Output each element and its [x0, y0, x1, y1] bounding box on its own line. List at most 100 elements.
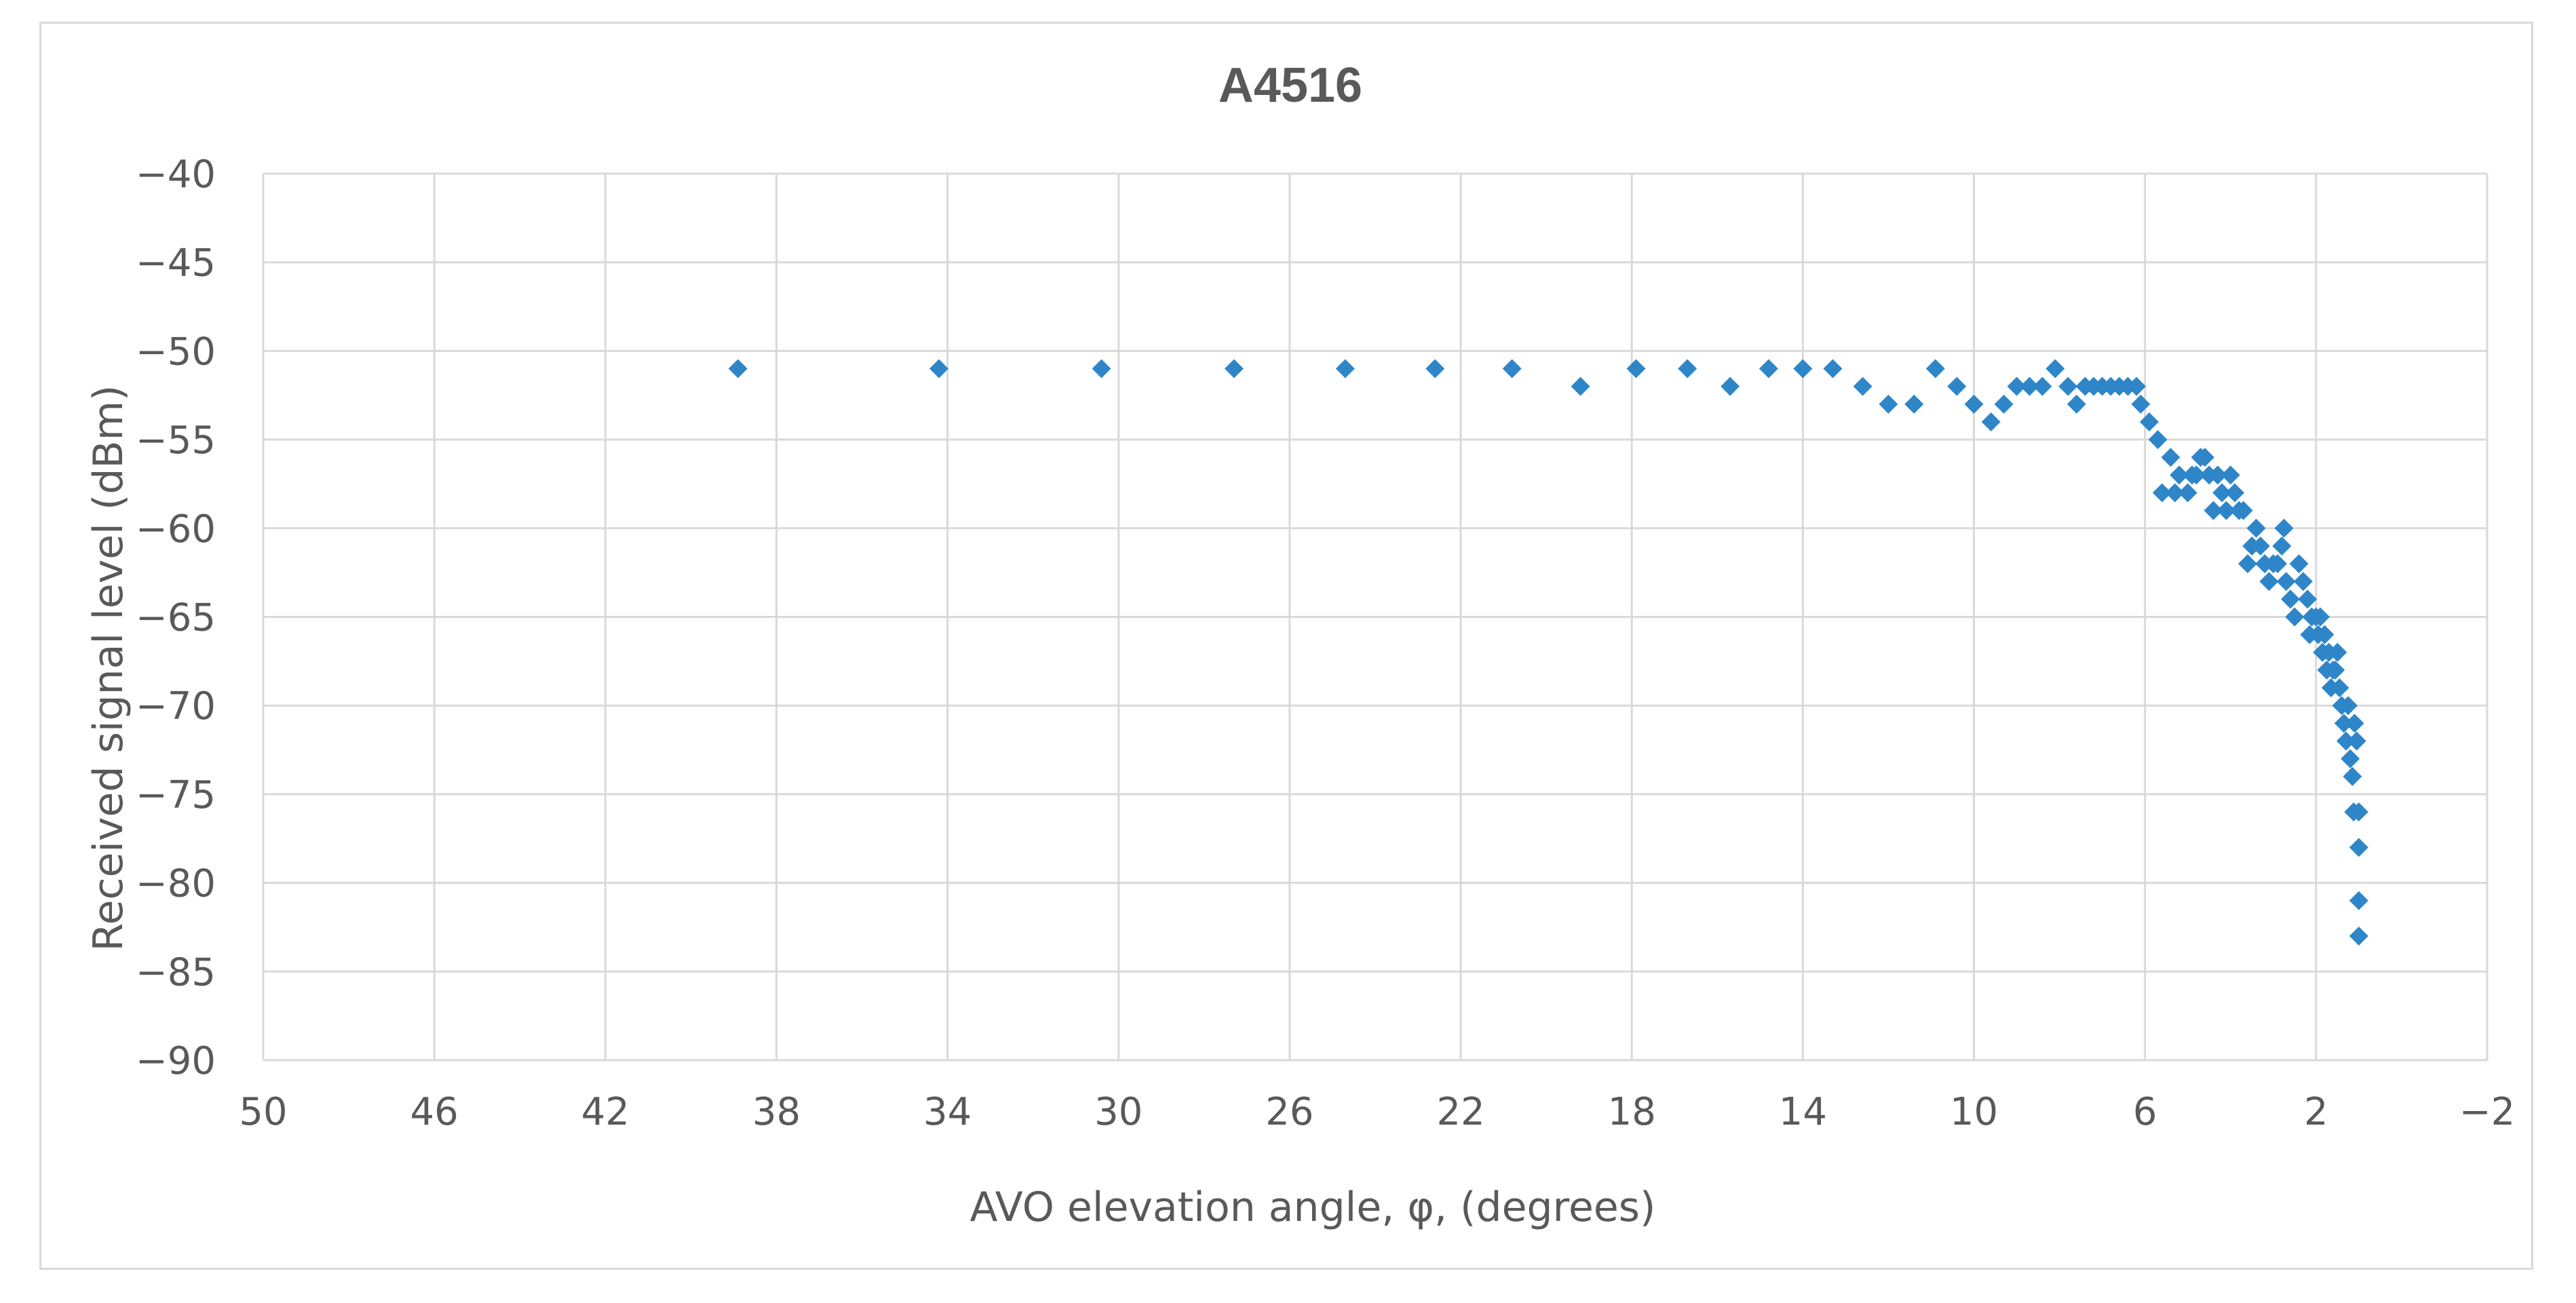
y-tick-label: −75	[136, 773, 216, 817]
data-point	[1947, 376, 1967, 396]
horizontal-gridlines	[263, 172, 2487, 1062]
data-point	[1678, 359, 1697, 378]
data-point	[2131, 394, 2151, 414]
data-point	[1335, 359, 1355, 378]
data-point	[2148, 430, 2168, 450]
data-point	[728, 359, 748, 378]
data-point	[1879, 394, 1898, 414]
data-point	[929, 359, 949, 378]
x-axis-label: AVO elevation angle, φ, (degrees)	[970, 1184, 1656, 1231]
x-tick-label: 26	[1265, 1090, 1313, 1134]
data-point	[2058, 376, 2078, 396]
data-point	[2272, 536, 2292, 556]
data-series	[728, 359, 2368, 946]
x-tick-label: 14	[1779, 1090, 1827, 1134]
y-tick-label: −90	[136, 1039, 216, 1083]
data-point	[2349, 838, 2368, 857]
data-point	[1964, 394, 1984, 414]
data-point	[1425, 359, 1445, 378]
data-point	[2268, 554, 2288, 574]
x-tick-label: 18	[1608, 1090, 1656, 1134]
y-tick-label: −55	[136, 419, 216, 463]
data-point	[2276, 572, 2296, 591]
data-point	[2212, 483, 2232, 503]
x-tick-label: 10	[1950, 1090, 1998, 1134]
data-point	[1758, 359, 1778, 378]
data-point	[2246, 518, 2266, 538]
x-tick-label: 46	[410, 1090, 459, 1134]
data-point	[1823, 359, 1843, 378]
y-tick-label: −45	[136, 241, 216, 286]
data-point	[2187, 465, 2206, 485]
data-point	[2347, 731, 2366, 751]
data-point	[2343, 766, 2362, 786]
data-point	[2221, 465, 2240, 485]
data-point	[2289, 554, 2309, 574]
x-tick-label: −2	[2459, 1090, 2516, 1134]
data-point	[2326, 660, 2345, 680]
x-tick-label: 30	[1094, 1090, 1142, 1134]
x-axis-ticks: 50 46 42 38 34 30 26 22 18 14 10 6 2 −2	[239, 1090, 2515, 1134]
data-point	[2250, 536, 2270, 556]
data-point	[2195, 448, 2214, 467]
data-point	[2311, 607, 2330, 627]
y-tick-label: −80	[136, 862, 216, 906]
data-point	[1994, 394, 2014, 414]
data-point	[2178, 483, 2197, 503]
x-tick-label: 38	[752, 1090, 801, 1134]
x-tick-label: 42	[581, 1090, 630, 1134]
data-point	[2330, 678, 2349, 698]
data-point	[1224, 359, 1244, 378]
x-tick-label: 2	[2304, 1090, 2328, 1134]
data-point	[2045, 359, 2065, 378]
x-tick-label: 6	[2133, 1090, 2157, 1134]
data-point	[1925, 359, 1945, 378]
data-point	[1502, 359, 1522, 378]
y-tick-label: −60	[136, 507, 216, 551]
data-point	[1092, 359, 1111, 378]
y-tick-label: −50	[136, 330, 216, 374]
y-tick-label: −40	[136, 153, 216, 197]
data-point	[2349, 927, 2368, 946]
y-tick-label: −85	[136, 950, 216, 994]
data-point	[1571, 376, 1590, 396]
data-point	[2170, 465, 2189, 485]
data-point	[2281, 589, 2301, 609]
data-point	[2204, 501, 2223, 520]
data-point	[2298, 589, 2318, 609]
data-point	[2208, 465, 2227, 485]
data-point	[2274, 518, 2294, 538]
data-point	[2165, 483, 2185, 503]
data-point	[1626, 359, 1646, 378]
data-point	[2007, 376, 2026, 396]
chart-title: A4516	[1218, 58, 1362, 113]
data-point	[1904, 394, 1924, 414]
data-point	[2139, 412, 2159, 431]
data-point	[2233, 501, 2253, 520]
data-point	[2225, 483, 2245, 503]
data-point	[1720, 376, 1740, 396]
y-axis-ticks: −40 −45 −50 −55 −60 −65 −70 −75 −80 −85 −90	[136, 153, 216, 1083]
y-tick-label: −65	[136, 596, 216, 640]
data-point	[2285, 607, 2305, 627]
data-point	[2237, 554, 2257, 574]
data-point	[2066, 394, 2086, 414]
x-tick-label: 34	[923, 1090, 972, 1134]
x-tick-label: 50	[239, 1090, 287, 1134]
data-point	[2033, 376, 2052, 396]
data-point	[2345, 714, 2364, 733]
data-point	[2161, 448, 2180, 467]
data-point	[2152, 483, 2172, 503]
data-point	[2020, 376, 2039, 396]
data-point	[2336, 731, 2356, 751]
data-point	[2341, 749, 2360, 769]
data-point	[2349, 891, 2368, 910]
data-point	[1981, 412, 2001, 431]
data-point	[2127, 376, 2147, 396]
chart-frame	[39, 22, 2533, 1270]
data-point	[1793, 359, 1813, 378]
data-point	[1853, 376, 1872, 396]
x-tick-label: 22	[1436, 1090, 1484, 1134]
data-point	[2216, 501, 2236, 520]
